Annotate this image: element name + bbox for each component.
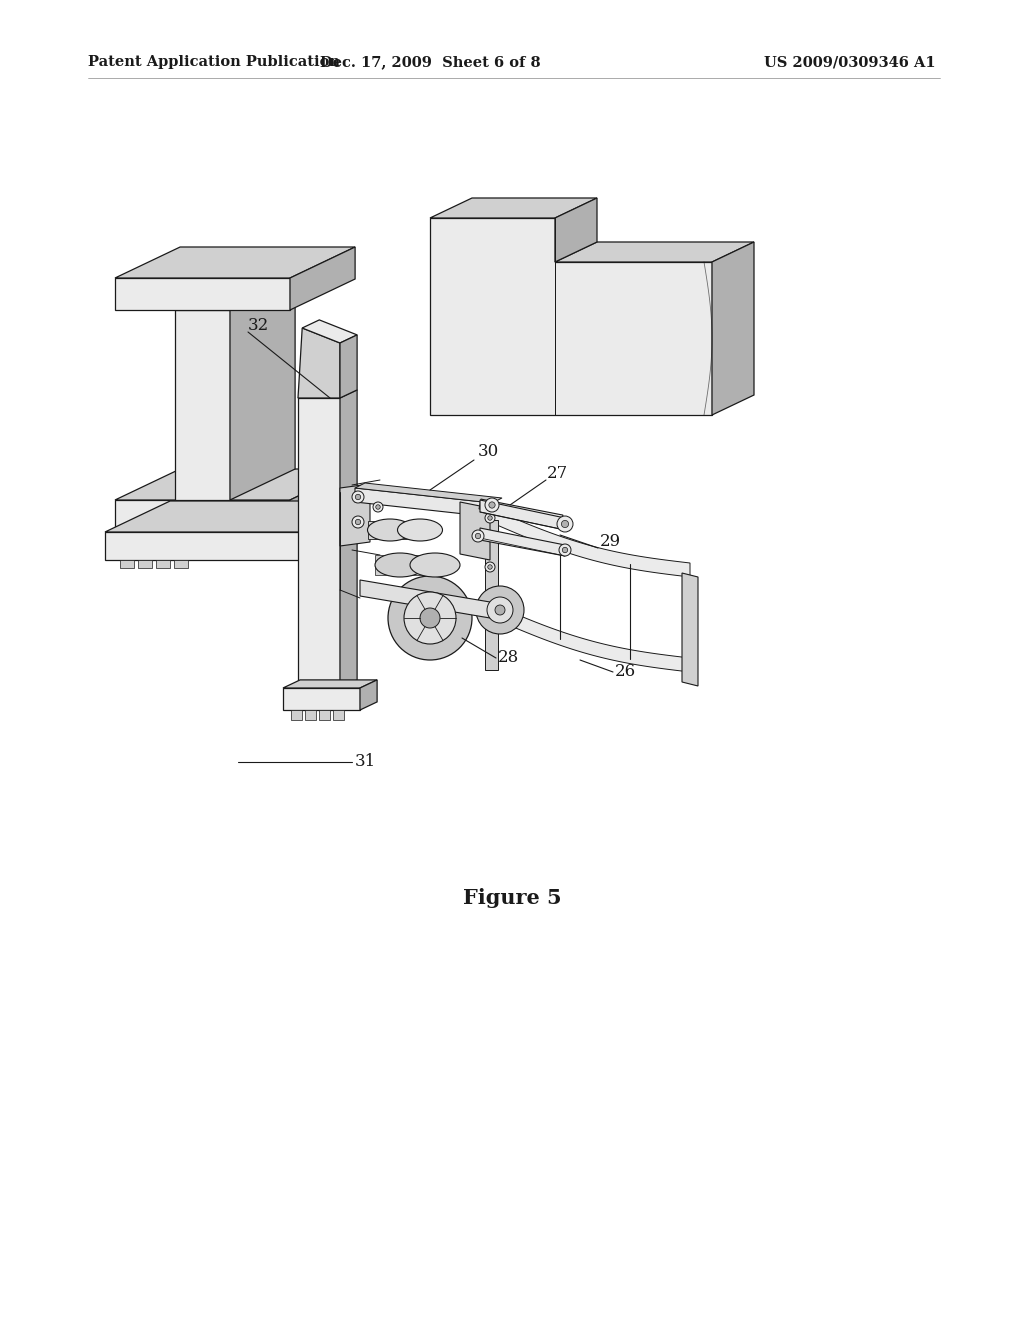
Ellipse shape [368, 519, 413, 541]
Circle shape [352, 516, 364, 528]
Polygon shape [115, 279, 290, 310]
Polygon shape [555, 242, 754, 261]
Circle shape [485, 562, 495, 572]
Polygon shape [291, 710, 302, 719]
Polygon shape [300, 502, 366, 560]
Polygon shape [360, 680, 377, 710]
Polygon shape [138, 560, 152, 568]
Circle shape [561, 520, 568, 528]
Circle shape [488, 502, 496, 508]
Polygon shape [298, 389, 357, 399]
Circle shape [352, 491, 364, 503]
Circle shape [485, 498, 499, 512]
Circle shape [559, 544, 571, 556]
Polygon shape [105, 502, 366, 532]
Circle shape [355, 519, 360, 525]
Ellipse shape [397, 519, 442, 541]
Circle shape [562, 548, 567, 553]
Polygon shape [480, 500, 565, 531]
Text: 27: 27 [547, 465, 568, 482]
Polygon shape [485, 520, 498, 671]
Circle shape [487, 565, 493, 569]
Polygon shape [340, 484, 370, 546]
Text: US 2009/0309346 A1: US 2009/0309346 A1 [764, 55, 936, 69]
Text: 30: 30 [478, 444, 500, 461]
Circle shape [355, 494, 360, 500]
Polygon shape [115, 469, 355, 500]
Polygon shape [115, 500, 290, 532]
Circle shape [557, 516, 573, 532]
Ellipse shape [375, 553, 425, 577]
Polygon shape [355, 488, 492, 517]
Polygon shape [175, 310, 230, 500]
Polygon shape [460, 502, 490, 560]
Polygon shape [175, 279, 295, 310]
Polygon shape [360, 579, 490, 618]
Polygon shape [340, 389, 357, 688]
Polygon shape [479, 499, 563, 525]
Polygon shape [230, 279, 295, 500]
Ellipse shape [410, 553, 460, 577]
Polygon shape [340, 335, 357, 399]
Circle shape [373, 502, 383, 512]
Polygon shape [319, 710, 330, 719]
Polygon shape [115, 247, 355, 279]
Polygon shape [290, 469, 355, 532]
Circle shape [485, 513, 495, 523]
Polygon shape [333, 710, 344, 719]
Circle shape [495, 605, 505, 615]
Text: Patent Application Publication: Patent Application Publication [88, 55, 340, 69]
Circle shape [476, 586, 524, 634]
Polygon shape [490, 508, 690, 577]
Polygon shape [120, 560, 134, 568]
Polygon shape [480, 528, 565, 556]
Polygon shape [305, 710, 316, 719]
Text: 31: 31 [355, 754, 376, 771]
Polygon shape [368, 521, 412, 539]
Polygon shape [302, 319, 357, 343]
Polygon shape [156, 560, 170, 568]
Circle shape [487, 597, 513, 623]
Polygon shape [105, 532, 300, 560]
Circle shape [388, 576, 472, 660]
Polygon shape [430, 198, 597, 218]
Polygon shape [290, 247, 355, 310]
Text: 26: 26 [615, 664, 636, 681]
Circle shape [475, 533, 480, 539]
Polygon shape [712, 242, 754, 414]
Polygon shape [430, 218, 712, 414]
Polygon shape [555, 198, 597, 261]
Text: Dec. 17, 2009  Sheet 6 of 8: Dec. 17, 2009 Sheet 6 of 8 [319, 55, 541, 69]
Text: Figure 5: Figure 5 [463, 888, 561, 908]
Polygon shape [375, 554, 425, 576]
Text: 29: 29 [600, 533, 622, 550]
Polygon shape [174, 560, 188, 568]
Polygon shape [682, 573, 698, 686]
Circle shape [472, 531, 484, 543]
Polygon shape [298, 399, 340, 688]
Polygon shape [298, 327, 340, 399]
Text: 32: 32 [248, 317, 269, 334]
Polygon shape [283, 688, 360, 710]
Circle shape [404, 591, 456, 644]
Circle shape [376, 504, 380, 510]
Text: 28: 28 [498, 649, 519, 667]
Circle shape [420, 609, 440, 628]
Polygon shape [355, 483, 502, 503]
Polygon shape [490, 603, 690, 672]
Circle shape [487, 516, 493, 520]
Polygon shape [283, 680, 377, 688]
